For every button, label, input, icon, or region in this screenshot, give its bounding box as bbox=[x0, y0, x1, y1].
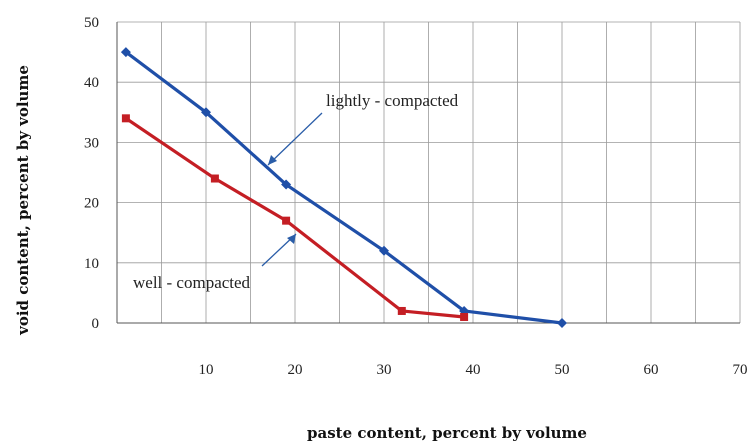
tick-labels: 0 10 20 30 40 50 10 20 30 40 50 60 70 bbox=[84, 15, 748, 378]
x-tick-label: 20 bbox=[288, 362, 303, 378]
data-point-diamond bbox=[201, 107, 211, 118]
data-point-diamond bbox=[281, 179, 292, 190]
data-point-diamond bbox=[557, 318, 567, 328]
annotation-lightly-compacted: lightly - compacted bbox=[326, 91, 459, 110]
y-tick-label: 0 bbox=[92, 316, 100, 332]
y-axis-title: void content, percent by volume bbox=[14, 65, 32, 336]
y-tick-label: 20 bbox=[84, 196, 99, 212]
y-tick-label: 40 bbox=[84, 75, 99, 91]
series-line-0 bbox=[124, 50, 563, 325]
x-tick-label: 50 bbox=[555, 362, 570, 378]
data-point-square bbox=[460, 312, 469, 321]
data-point-diamond bbox=[120, 47, 131, 58]
data-point-square bbox=[282, 216, 291, 225]
x-tick-label: 70 bbox=[733, 362, 748, 378]
y-tick-label: 50 bbox=[84, 15, 99, 31]
data-point-square bbox=[121, 114, 130, 123]
x-tick-label: 10 bbox=[199, 362, 214, 378]
series-layer bbox=[120, 47, 567, 328]
x-tick-label: 60 bbox=[644, 362, 659, 378]
y-tick-label: 30 bbox=[84, 135, 99, 151]
y-tick-label: 10 bbox=[84, 256, 99, 272]
annotation-arrow-lightly bbox=[267, 112, 323, 166]
x-tick-label: 30 bbox=[377, 362, 392, 378]
x-tick-label: 40 bbox=[466, 362, 481, 378]
plot-grid bbox=[116, 21, 741, 324]
data-point-square bbox=[210, 174, 219, 183]
annotation-arrow-well bbox=[261, 233, 297, 267]
annotation-well-compacted: well - compacted bbox=[133, 273, 251, 292]
data-point-diamond bbox=[379, 245, 389, 256]
data-point-square bbox=[397, 306, 406, 315]
x-axis-title: paste content, percent by volume bbox=[307, 424, 587, 442]
